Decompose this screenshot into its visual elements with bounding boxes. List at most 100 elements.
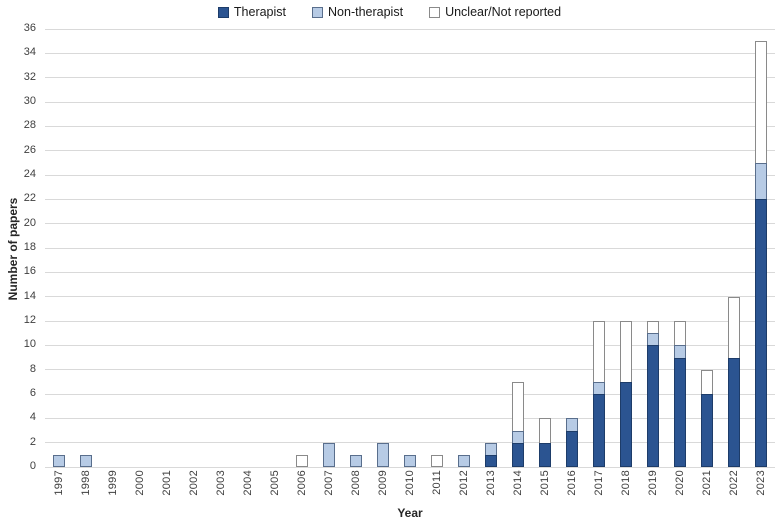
y-tick-label: 34 xyxy=(23,46,36,59)
gridline xyxy=(45,466,775,468)
y-tick-label: 26 xyxy=(23,143,36,156)
y-tick-label: 12 xyxy=(23,314,36,326)
x-tick-label: 2007 xyxy=(315,470,342,506)
bar-segment xyxy=(458,454,471,467)
bar-segment xyxy=(566,418,579,431)
x-tick-text: 2011 xyxy=(431,470,444,495)
bar-segment xyxy=(512,442,525,467)
gridline xyxy=(45,125,775,127)
bar-segment xyxy=(322,442,335,467)
bar-segment xyxy=(512,430,525,443)
y-tick-label: 28 xyxy=(23,119,36,132)
y-axis-ticks: 0 2 4 6 8 10 12 14 16 18 20 22 24 26 28 30 32 34 36 xyxy=(0,22,38,472)
x-tick-label: 2018 xyxy=(613,470,640,506)
x-tick-text: 2021 xyxy=(701,470,714,496)
bar-segment xyxy=(755,162,768,200)
gridline xyxy=(45,417,775,419)
gridline xyxy=(45,223,775,225)
x-tick-text: 2019 xyxy=(647,470,660,496)
gridline xyxy=(45,101,775,103)
y-tick-label: 24 xyxy=(23,168,36,180)
x-tick-text: 2015 xyxy=(539,470,552,496)
x-tick-text: 2004 xyxy=(241,470,254,496)
gridline xyxy=(45,247,775,249)
plot-area xyxy=(45,28,775,468)
bar-segment xyxy=(485,442,498,455)
x-tick-label: 2005 xyxy=(261,470,288,506)
y-tick-label: 2 xyxy=(29,435,36,448)
x-tick-label: 1999 xyxy=(99,470,126,506)
y-tick-label: 30 xyxy=(23,95,36,107)
x-tick-label: 2013 xyxy=(478,470,505,506)
bar-segment xyxy=(295,454,308,467)
x-tick-label: 2014 xyxy=(505,470,532,506)
bar-segment xyxy=(349,454,362,467)
legend-label: Unclear/Not reported xyxy=(445,5,562,19)
bar-segment xyxy=(566,430,579,467)
x-tick-text: 2013 xyxy=(485,470,498,496)
x-tick-text: 2014 xyxy=(512,470,525,496)
x-tick-label: 2010 xyxy=(396,470,423,506)
x-tick-text: 2002 xyxy=(187,470,200,496)
x-tick-text: 2012 xyxy=(458,470,471,496)
chart-legend: Therapist Non-therapist Unclear/Not report… xyxy=(0,2,779,22)
y-tick-label: 18 xyxy=(23,241,36,253)
x-tick-label: 2008 xyxy=(342,470,369,506)
legend-item-1: Non-therapist xyxy=(312,5,403,19)
bar-segment xyxy=(431,454,444,467)
gridline xyxy=(45,271,775,273)
gridline xyxy=(45,296,775,298)
y-tick-label: 8 xyxy=(29,362,36,375)
gridline xyxy=(45,52,775,54)
bar-segment xyxy=(404,454,416,467)
x-tick-text: 2017 xyxy=(593,470,606,496)
bar-segment xyxy=(52,454,65,467)
bar-segment xyxy=(701,394,714,467)
x-tick-text: 1997 xyxy=(52,470,65,496)
bar-segment xyxy=(674,357,687,467)
x-tick-label: 2017 xyxy=(586,470,613,506)
bar-segment xyxy=(647,345,660,467)
y-tick-label: 22 xyxy=(23,192,36,205)
bar-segment xyxy=(728,357,741,467)
gridline xyxy=(45,344,775,346)
x-tick-text: 2006 xyxy=(295,470,308,496)
x-tick-label: 2000 xyxy=(126,470,153,506)
legend-marker-icon xyxy=(217,6,229,18)
legend-item-2: Unclear/Not reported xyxy=(429,5,561,19)
x-tick-label: 2004 xyxy=(234,470,261,506)
bar-segment xyxy=(674,345,687,358)
gridline xyxy=(45,198,775,200)
legend-label: Non-therapist xyxy=(328,5,404,19)
bar-segment xyxy=(593,381,606,394)
x-tick-text: 2008 xyxy=(349,470,362,496)
x-tick-text: 2007 xyxy=(322,470,335,496)
gridline xyxy=(45,77,775,79)
x-tick-text: 2000 xyxy=(133,470,146,496)
bar-segment xyxy=(674,321,687,346)
legend-label: Therapist xyxy=(233,5,287,19)
y-tick-label: 4 xyxy=(29,411,36,424)
bar-segment xyxy=(593,321,606,382)
bar-segment xyxy=(512,381,525,431)
x-tick-text: 2001 xyxy=(160,470,173,496)
x-tick-label: 2019 xyxy=(640,470,667,506)
x-tick-label: 2015 xyxy=(532,470,559,506)
x-tick-text: 1998 xyxy=(79,470,92,496)
x-tick-label: 1997 xyxy=(45,470,72,506)
bar-segment xyxy=(376,442,389,467)
x-tick-text: 2005 xyxy=(268,470,281,496)
x-tick-label: 2006 xyxy=(288,470,315,506)
y-axis-label: Number of papers xyxy=(6,197,20,301)
x-tick-text: 2020 xyxy=(674,470,687,496)
x-tick-label: 2023 xyxy=(748,470,775,506)
bar-segment xyxy=(755,199,768,467)
x-tick-label: 2003 xyxy=(207,470,234,506)
y-tick-label: 6 xyxy=(29,387,36,399)
bar-segment xyxy=(647,333,660,346)
x-tick-label: 1998 xyxy=(72,470,99,506)
x-tick-label: 2020 xyxy=(667,470,694,506)
bar-segment xyxy=(728,296,741,358)
y-tick-label: 10 xyxy=(23,338,36,351)
